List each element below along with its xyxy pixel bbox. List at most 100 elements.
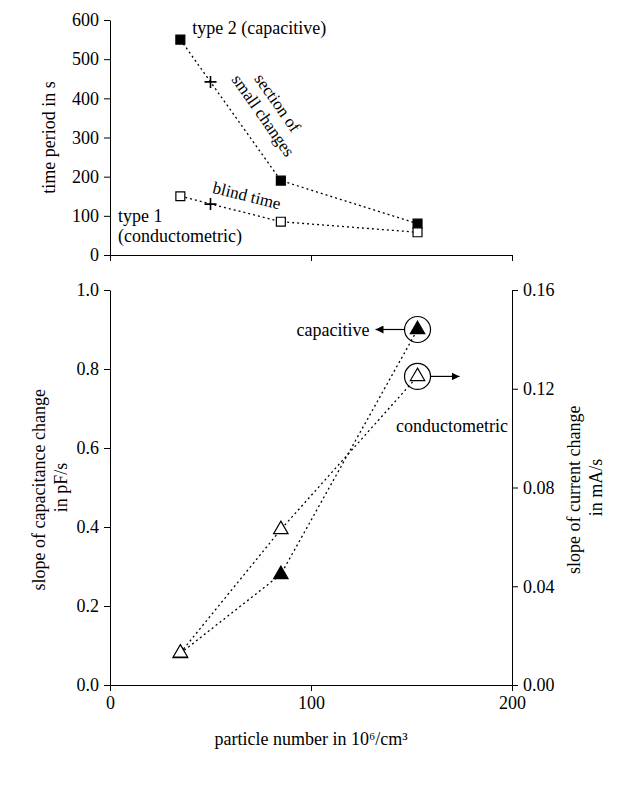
tick-label: 200 <box>72 167 99 187</box>
marker <box>176 192 185 201</box>
series-label: conductometric <box>396 416 508 436</box>
tick: 600 <box>72 10 110 30</box>
axis-arrow <box>376 329 405 330</box>
tick: 0.2 <box>77 596 111 616</box>
tick-label: 100 <box>298 693 325 713</box>
tick-label: 100 <box>72 206 99 226</box>
series-label: capacitive <box>297 320 370 340</box>
x-axis-title: particle number in 10⁶/cm³ <box>214 729 408 749</box>
tick-mark <box>104 290 110 291</box>
tick: 0.0 <box>77 675 111 695</box>
series-line <box>180 376 417 653</box>
y2-axis-title: slope of current change in mA/s <box>564 401 606 574</box>
title-line: slope of current change <box>564 401 584 574</box>
tick-mark <box>104 527 110 528</box>
panel: 0 100 200 300 400 500 600 time period in s type … <box>39 10 513 265</box>
tick-mark <box>104 255 110 256</box>
marker <box>274 566 288 578</box>
tick-mark <box>104 369 110 370</box>
tick: 0.4 <box>77 517 111 537</box>
decorations <box>376 317 460 390</box>
tick: 0 <box>106 685 115 713</box>
label-line: type 1 <box>118 206 167 226</box>
x-axis: 0 100 200 <box>106 685 526 713</box>
marker <box>410 321 424 333</box>
tick: 0.00 <box>512 675 555 695</box>
annotation: section of small changes <box>228 60 314 160</box>
tick-label: 0.08 <box>523 478 555 498</box>
tick-label: 400 <box>72 89 99 109</box>
marker <box>173 645 187 657</box>
tick: 0.04 <box>512 577 555 597</box>
marker <box>413 228 422 237</box>
tick-label: 200 <box>499 693 526 713</box>
tick-mark <box>104 138 110 139</box>
plot-area <box>173 321 425 657</box>
y-axis-title: slope of capacitance change in pF/s <box>29 385 71 591</box>
tick-label: 300 <box>72 128 99 148</box>
tick: 0.8 <box>77 359 111 379</box>
tick <box>311 255 312 261</box>
marker <box>410 368 424 380</box>
tick: 0.6 <box>77 438 111 458</box>
series-label: type 2 (capacitive) <box>192 18 326 39</box>
title-line: in mA/s <box>586 459 606 517</box>
tick-label: 500 <box>72 49 99 69</box>
tick-label: 0 <box>90 245 99 265</box>
marker <box>176 35 185 44</box>
tick: 100 <box>72 206 110 226</box>
tick-mark <box>104 20 110 21</box>
tick-label: 600 <box>72 10 99 30</box>
tick-mark <box>110 255 111 261</box>
tick-label: 0.04 <box>523 577 555 597</box>
title-line: slope of capacitance change <box>29 385 49 591</box>
tick-label: 0.8 <box>77 359 100 379</box>
highlight-circle <box>405 317 431 343</box>
tick: 200 <box>499 685 526 713</box>
marker <box>413 219 422 228</box>
tick-mark <box>104 606 110 607</box>
tick: 300 <box>72 128 110 148</box>
tick: 1.0 <box>77 280 111 300</box>
marker <box>274 521 288 533</box>
tick: 500 <box>72 49 110 69</box>
series-line <box>180 330 417 654</box>
tick: 0.16 <box>512 280 555 300</box>
tick-label: 0.16 <box>523 280 555 300</box>
series-label: type 1 (conductometric) <box>118 206 242 247</box>
axis-line <box>110 21 111 256</box>
tick-label: 0.4 <box>77 517 100 537</box>
tick-mark <box>311 685 312 691</box>
x-axis <box>111 255 513 261</box>
annotation-line: blind time <box>211 178 283 213</box>
tick: 400 <box>72 89 110 109</box>
annotation-line: small changes <box>228 71 299 160</box>
axis-arrow <box>431 376 460 377</box>
tick: 0 <box>90 245 110 265</box>
annotation: blind time <box>211 178 283 213</box>
highlight-circle <box>405 363 431 389</box>
marker <box>205 198 217 210</box>
label-line: (conductometric) <box>118 226 242 247</box>
tick-label: 0.0 <box>77 675 100 695</box>
tick-mark <box>104 216 110 217</box>
series-line <box>180 40 417 224</box>
panel: 0 100 200 0.0 0.2 0.4 0.6 0.8 1.0 0.00 0.04 0.08 0.1… <box>29 280 606 749</box>
tick-mark <box>512 290 518 291</box>
axis-line <box>110 291 111 686</box>
y2-axis: 0.000.040.080.120.16 <box>512 280 555 695</box>
tick: 100 <box>298 685 325 713</box>
tick-mark <box>512 255 513 261</box>
title-line: time period in s <box>39 81 59 193</box>
chart: 0 100 200 300 400 500 600 time period in s type … <box>0 0 622 796</box>
tick <box>110 255 111 261</box>
tick-label: 0.6 <box>77 438 100 458</box>
tick-mark <box>104 98 110 99</box>
tick-mark <box>311 255 312 261</box>
marker <box>276 217 285 226</box>
tick <box>512 255 513 261</box>
tick: 200 <box>72 167 110 187</box>
plot-area <box>176 35 422 237</box>
marker <box>205 76 217 88</box>
y-axis: 0.0 0.2 0.4 0.6 0.8 1.0 <box>77 280 111 695</box>
